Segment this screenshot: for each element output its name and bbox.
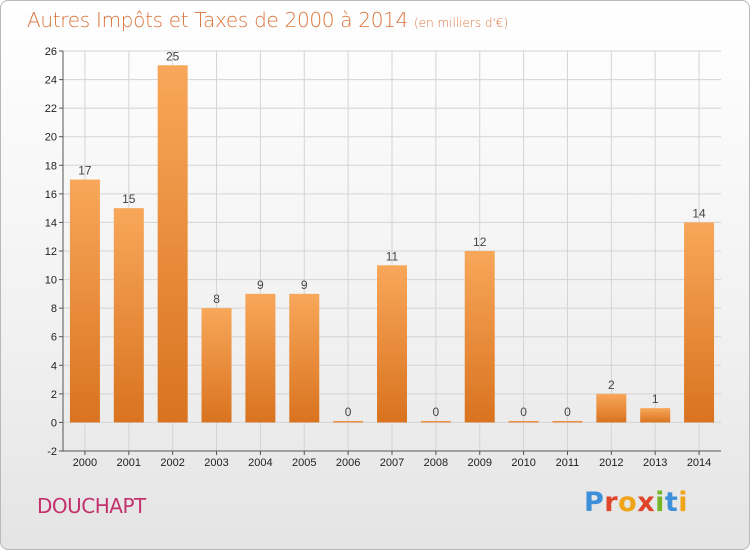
- x-tick-label: 2014: [687, 457, 711, 469]
- bar: [289, 293, 320, 423]
- x-tick-label: 2007: [380, 457, 404, 469]
- y-tick-label: 4: [51, 360, 57, 372]
- labels: 17 15 25 8 9 9 0 11 0 12 0 0 2 1 14: [78, 49, 706, 419]
- bar: [157, 65, 188, 423]
- x-tick-label: 2012: [599, 457, 623, 469]
- y-tick-label: 0: [51, 417, 57, 429]
- logo-letter: i: [655, 487, 665, 518]
- x-tick-label: 2000: [73, 457, 97, 469]
- x-tick-label: 2008: [424, 457, 448, 469]
- chart-subtitle: (en milliers d'€): [414, 16, 509, 30]
- x-tick-label: 2004: [248, 457, 272, 469]
- bar: [420, 420, 451, 423]
- y-tick-label: 26: [45, 46, 57, 58]
- logo-letter: x: [637, 487, 656, 518]
- data-label: 0: [520, 405, 527, 419]
- data-label: 14: [692, 206, 706, 220]
- data-label: 2: [608, 378, 615, 392]
- data-label: 17: [78, 164, 92, 178]
- y-tick-label: 24: [45, 75, 57, 87]
- bar: [245, 293, 276, 423]
- bar: [552, 420, 583, 423]
- data-label: 12: [473, 235, 487, 249]
- y-tick-label: 14: [45, 217, 57, 229]
- logo-letter: P: [584, 487, 605, 518]
- commune-name: DOUCHAPT: [37, 494, 146, 518]
- x-tick-label: 2013: [643, 457, 667, 469]
- data-label: 0: [345, 405, 352, 419]
- chart-title-text: Autres Impôts et Taxes de 2000 à 2014: [27, 8, 408, 32]
- data-label: 0: [564, 405, 571, 419]
- chart-title: Autres Impôts et Taxes de 2000 à 2014 (en…: [27, 8, 508, 32]
- y-tick-label: 10: [45, 275, 57, 287]
- x-tick-label: 2006: [336, 457, 360, 469]
- bar: [640, 408, 671, 423]
- x-tick-label: 2011: [556, 457, 580, 469]
- bar: [113, 208, 144, 423]
- y-tick-label: 20: [45, 132, 57, 144]
- bar: [508, 420, 539, 423]
- x-tick-label: 2005: [292, 457, 316, 469]
- y-tick-label: 22: [45, 103, 57, 115]
- bar: [201, 308, 232, 423]
- y-tick-label: 2: [51, 389, 57, 401]
- bar: [333, 420, 364, 423]
- data-label: 8: [213, 292, 220, 306]
- data-label: 0: [433, 405, 440, 419]
- data-label: 9: [301, 278, 308, 292]
- data-label: 15: [122, 192, 136, 206]
- bar: [377, 265, 407, 423]
- x-tick-label: 2003: [204, 457, 228, 469]
- y-tick-label: 6: [51, 332, 57, 344]
- x-tick-label: 2009: [467, 457, 491, 469]
- logo-letter: o: [618, 487, 638, 518]
- proxiti-logo[interactable]: Proxiti: [584, 487, 688, 518]
- bar: [69, 179, 100, 423]
- bar: [464, 251, 495, 423]
- data-label: 25: [166, 49, 180, 63]
- bar: [684, 222, 715, 423]
- logo-letter: i: [678, 487, 689, 518]
- x-tick-label: 2002: [160, 457, 184, 469]
- bar: [596, 393, 627, 423]
- y-tick-label: 18: [45, 160, 57, 172]
- y-tick-label: 16: [45, 189, 57, 201]
- bars: [69, 65, 715, 423]
- y-tick-label: 12: [45, 246, 57, 258]
- data-label: 9: [257, 278, 264, 292]
- logo-letter: r: [604, 487, 619, 518]
- x-tick-label: 2010: [511, 457, 535, 469]
- y-tick-label: 8: [51, 303, 57, 315]
- data-label: 11: [386, 249, 399, 263]
- logo-letter: t: [664, 487, 679, 518]
- y-tick-label: -2: [47, 446, 57, 458]
- data-label: 1: [652, 392, 659, 406]
- x-tick-label: 2001: [117, 457, 141, 469]
